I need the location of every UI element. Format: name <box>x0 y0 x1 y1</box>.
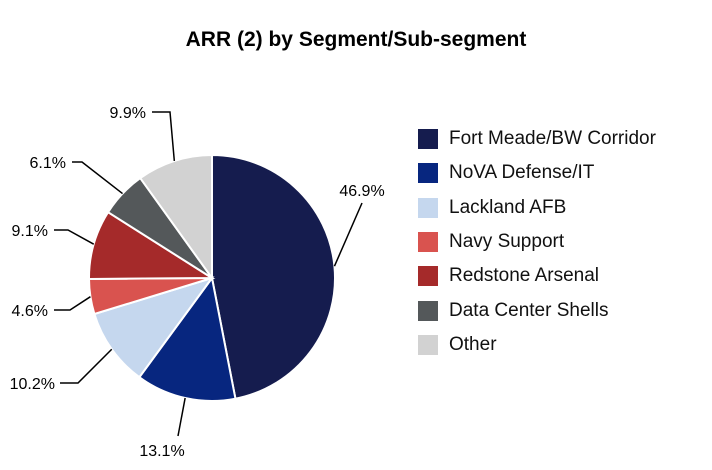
legend-label: Lackland AFB <box>449 196 567 218</box>
legend-swatch <box>418 163 438 184</box>
legend-swatch <box>418 232 438 253</box>
leader-line <box>333 202 363 267</box>
legend-label: Data Center Shells <box>449 299 609 321</box>
pie-slice-fort-meade-bw-corridor <box>211 153 336 400</box>
data-label: 46.9% <box>339 183 384 200</box>
data-label: 6.1% <box>30 155 66 172</box>
chart-title: ARR (2) by Segment/Sub-segment <box>185 28 527 51</box>
pie-slice-nova-defense-it <box>137 275 237 402</box>
legend-label: Navy Support <box>449 231 565 253</box>
data-label: 9.9% <box>110 105 146 122</box>
legend: Fort Meade/BW Corridor NoVA Defense/IT Lac… <box>418 122 656 362</box>
data-label: 13.1% <box>139 443 184 460</box>
legend-swatch <box>418 197 438 218</box>
legend-item: Lackland AFB <box>418 191 656 225</box>
legend-label: Fort Meade/BW Corridor <box>449 128 656 150</box>
leader-line <box>54 229 95 245</box>
pie-slice-lackland-afb <box>93 276 215 379</box>
legend-swatch <box>418 129 438 150</box>
data-label: 9.1% <box>12 223 48 240</box>
leader-line <box>177 397 186 437</box>
leader-line <box>152 111 176 161</box>
leader-line <box>72 161 123 195</box>
legend-item: NoVA Defense/IT <box>418 156 656 190</box>
legend-label: Redstone Arsenal <box>449 265 599 287</box>
legend-item: Data Center Shells <box>418 293 656 327</box>
leader-line <box>54 296 91 311</box>
legend-item: Navy Support <box>418 225 656 259</box>
legend-swatch <box>418 334 438 355</box>
data-label: 4.6% <box>12 303 48 320</box>
legend-swatch <box>418 266 438 287</box>
data-label: 10.2% <box>10 376 55 393</box>
legend-label: NoVA Defense/IT <box>449 162 595 184</box>
legend-swatch <box>418 300 438 321</box>
legend-item: Other <box>418 328 656 362</box>
pie-slice-other <box>138 153 213 282</box>
legend-label: Other <box>449 333 497 355</box>
legend-item: Redstone Arsenal <box>418 259 656 293</box>
leader-line <box>60 348 113 384</box>
legend-item: Fort Meade/BW Corridor <box>418 122 656 156</box>
